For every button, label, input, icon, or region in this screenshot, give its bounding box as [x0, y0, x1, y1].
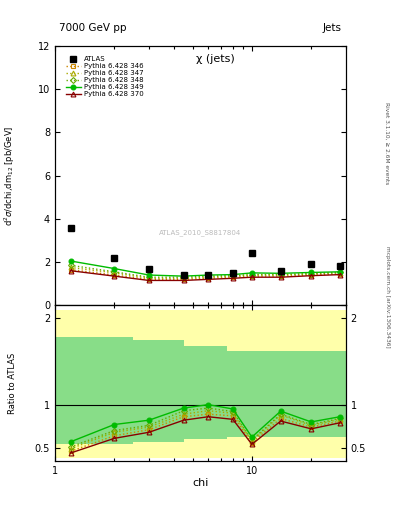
Text: χ (jets): χ (jets): [196, 54, 234, 64]
Text: ATLAS_2010_S8817804: ATLAS_2010_S8817804: [159, 229, 242, 236]
Text: mcplots.cern.ch [arXiv:1306.3436]: mcplots.cern.ch [arXiv:1306.3436]: [385, 246, 389, 348]
Text: 7000 GeV pp: 7000 GeV pp: [59, 23, 127, 33]
Text: Rivet 3.1.10, ≥ 2.6M events: Rivet 3.1.10, ≥ 2.6M events: [385, 102, 389, 184]
X-axis label: chi: chi: [192, 478, 209, 488]
Legend: ATLAS, Pythia 6.428 346, Pythia 6.428 347, Pythia 6.428 348, Pythia 6.428 349, P: ATLAS, Pythia 6.428 346, Pythia 6.428 34…: [64, 55, 145, 99]
Text: Jets: Jets: [323, 23, 342, 33]
Y-axis label: d$^2\sigma$/dchi,dm$_{12}$ [pb/GeV]: d$^2\sigma$/dchi,dm$_{12}$ [pb/GeV]: [3, 125, 17, 226]
Y-axis label: Ratio to ATLAS: Ratio to ATLAS: [8, 352, 17, 414]
